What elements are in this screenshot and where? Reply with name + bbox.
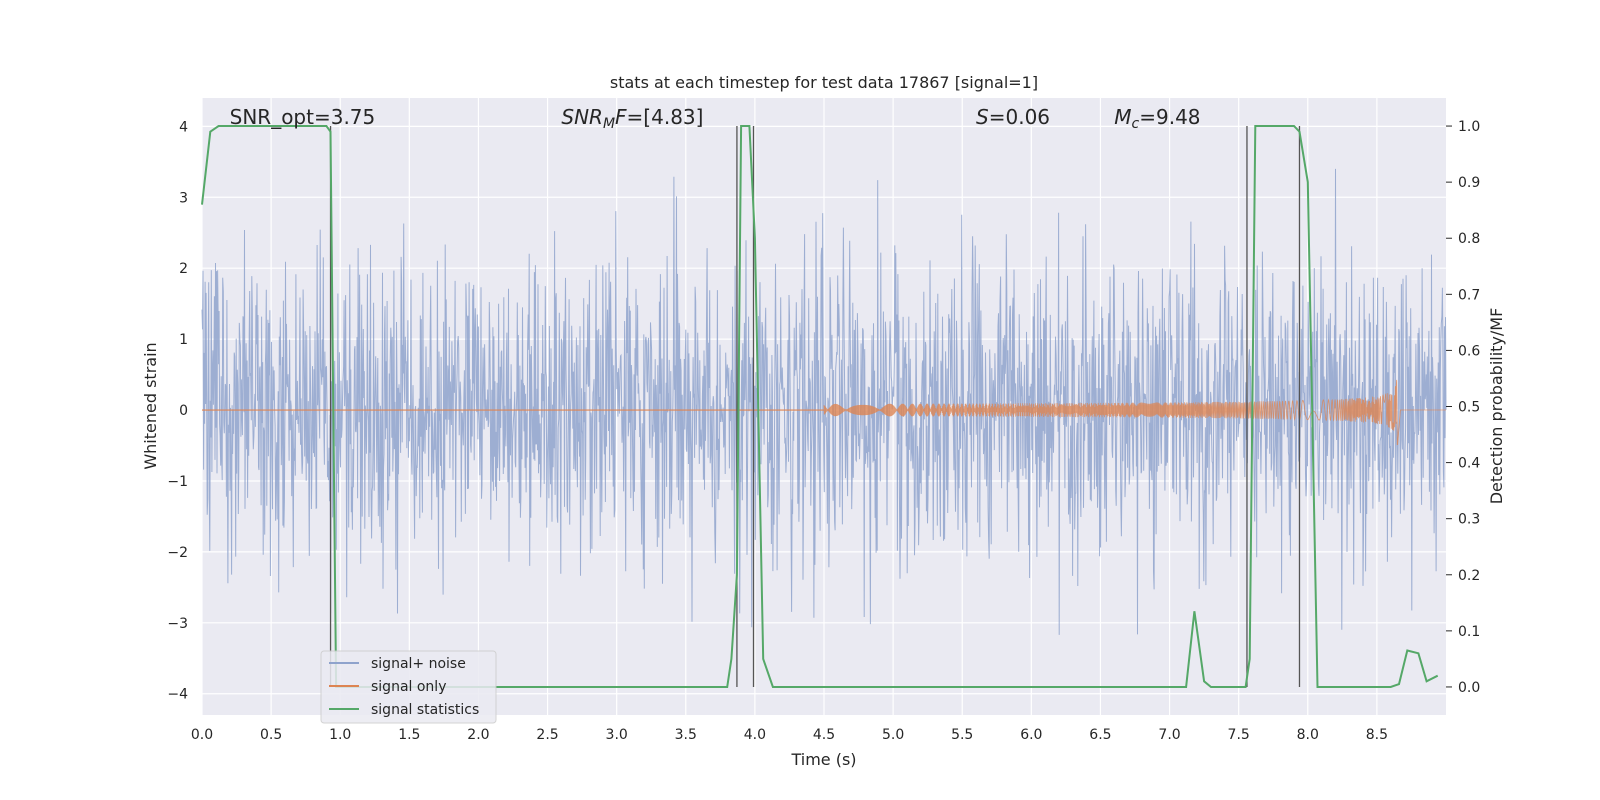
legend-label-signal-only: signal only — [371, 679, 446, 695]
y-tick-label-2: 2 — [179, 261, 188, 277]
y2-tick-label-2: 0.8 — [1458, 231, 1480, 247]
legend-label-signal-statistics: signal statistics — [371, 702, 479, 718]
annotation-2: S=0.06 — [976, 105, 1050, 129]
x-tick-label-12: 6.0 — [1020, 727, 1042, 743]
x-axis-ticks: 0.0 0.5 1.0 1.5 2.0 2.5 3.0 3.5 4.0 4.5 5.0 5.5 6.0 6… — [191, 727, 1388, 743]
signal-noise-line — [201, 168, 1447, 635]
y2-tick-label-4: 0.6 — [1458, 343, 1480, 359]
x-tick-label-1: 0.5 — [260, 727, 282, 743]
y2-axis-ticks: 1.0 0.9 0.8 0.7 0.6 0.5 0.4 0.3 0.2 0.1 0.0 — [1446, 119, 1480, 696]
y-tick-label-1: 3 — [179, 190, 188, 206]
y-axis-label: Whitened strain — [141, 342, 160, 469]
y2-tick-label-9: 0.1 — [1458, 624, 1480, 640]
annotation-0: SNR_opt=3.75 — [230, 105, 376, 129]
y-tick-label-3: 1 — [179, 332, 188, 348]
x-tick-label-7: 3.5 — [675, 727, 697, 743]
y2-tick-label-7: 0.3 — [1458, 512, 1480, 528]
annotations: SNR_opt=3.75 SNRMF=[4.83] S=0.06 Mc=9.48 — [230, 105, 1201, 132]
x-tick-label-10: 5.0 — [882, 727, 904, 743]
x-tick-label-3: 1.5 — [398, 727, 420, 743]
y2-tick-label-0: 1.0 — [1458, 119, 1480, 135]
x-tick-label-14: 7.0 — [1158, 727, 1180, 743]
x-axis-label: Time (s) — [790, 750, 856, 769]
y2-tick-label-8: 0.2 — [1458, 568, 1480, 584]
x-tick-label-11: 5.5 — [951, 727, 973, 743]
legend-label-signal-noise: signal+ noise — [371, 656, 466, 672]
signal-only-chirp — [823, 379, 1446, 445]
y2-axis-label: Detection probability/MF — [1487, 308, 1506, 505]
y-tick-label-5: −1 — [167, 474, 188, 490]
y2-tick-label-1: 0.9 — [1458, 175, 1480, 191]
x-tick-label-0: 0.0 — [191, 727, 213, 743]
series-signal-only — [202, 379, 1446, 445]
y-axis-ticks: 4 3 2 1 0 −1 −2 −3 −4 — [167, 119, 188, 702]
y-tick-label-6: −2 — [167, 545, 188, 561]
y2-tick-label-10: 0.0 — [1458, 680, 1480, 696]
x-tick-label-8: 4.0 — [744, 727, 766, 743]
x-tick-label-16: 8.0 — [1297, 727, 1319, 743]
legend: signal+ noise signal only signal statist… — [320, 650, 497, 724]
x-tick-label-5: 2.5 — [536, 727, 558, 743]
series-signal-noise — [201, 168, 1447, 635]
y2-tick-label-3: 0.7 — [1458, 287, 1480, 303]
x-tick-label-6: 3.0 — [606, 727, 628, 743]
y2-tick-label-5: 0.5 — [1458, 400, 1480, 416]
y-tick-label-4: 0 — [179, 403, 188, 419]
x-tick-label-15: 7.5 — [1228, 727, 1250, 743]
x-tick-label-2: 1.0 — [329, 727, 351, 743]
x-tick-label-13: 6.5 — [1089, 727, 1111, 743]
annotation-3: Mc=9.48 — [1114, 105, 1200, 132]
y-tick-label-0: 4 — [179, 119, 188, 135]
y-tick-label-7: −3 — [167, 616, 188, 632]
annotation-1: SNRMF=[4.83] — [561, 105, 703, 132]
x-tick-label-9: 4.5 — [813, 727, 835, 743]
x-tick-label-4: 2.0 — [467, 727, 489, 743]
y2-tick-label-6: 0.4 — [1458, 456, 1480, 472]
chart-title: stats at each timestep for test data 178… — [610, 73, 1038, 92]
y-tick-label-8: −4 — [167, 687, 188, 703]
legend-box — [320, 650, 497, 724]
x-tick-label-17: 8.5 — [1366, 727, 1388, 743]
